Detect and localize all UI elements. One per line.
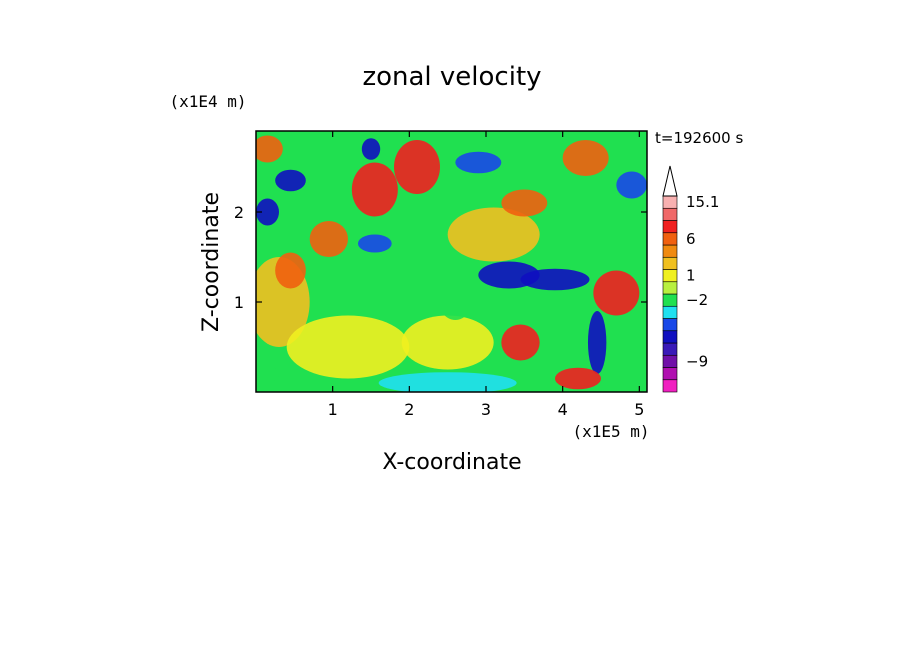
field-region-4 bbox=[275, 169, 306, 192]
field-region-10 bbox=[357, 234, 392, 253]
colorbar-bin bbox=[662, 232, 678, 246]
field-region-3 bbox=[447, 207, 540, 262]
field-region-18 bbox=[555, 367, 601, 390]
y-tick-label: 2 bbox=[234, 203, 244, 222]
x-tick-label: 5 bbox=[634, 400, 644, 419]
colorbar-bin bbox=[662, 379, 678, 393]
field-region-20 bbox=[455, 151, 502, 174]
colorbar-bin bbox=[662, 305, 678, 319]
colorbar-bin bbox=[662, 195, 678, 209]
colorbar-bin bbox=[662, 220, 678, 234]
colorbar-bin bbox=[662, 342, 678, 356]
field-region-16 bbox=[587, 311, 607, 374]
colorbar-bin bbox=[662, 244, 678, 258]
colorbar-bin bbox=[662, 318, 678, 332]
x-axis-label: X-coordinate bbox=[382, 450, 521, 475]
colorbar-label: 1 bbox=[686, 267, 696, 285]
colorbar-bin bbox=[662, 269, 678, 283]
x-tick-label: 1 bbox=[328, 400, 338, 419]
field-region-13 bbox=[436, 266, 475, 320]
colorbar-bin bbox=[662, 256, 678, 270]
field-region-23 bbox=[616, 171, 647, 199]
field-region-15 bbox=[520, 268, 590, 291]
field-region-2 bbox=[401, 315, 494, 370]
colorbar-bin bbox=[662, 354, 678, 368]
field-region-25 bbox=[256, 365, 279, 383]
field-region-6 bbox=[361, 138, 381, 160]
x-tick-label: 2 bbox=[404, 400, 414, 419]
colorbar-label: 6 bbox=[686, 230, 696, 248]
colorbar-bin bbox=[662, 330, 678, 344]
colorbar-bin bbox=[662, 367, 678, 381]
field-region-21 bbox=[562, 140, 609, 176]
field-region-1 bbox=[286, 315, 410, 379]
colorbar-label: −9 bbox=[686, 352, 708, 370]
y-axis: 12 bbox=[234, 203, 647, 312]
x-unit-label: (x1E5 m) bbox=[572, 422, 649, 441]
plot-area bbox=[255, 130, 648, 393]
field-region-9 bbox=[275, 252, 306, 289]
colorbar-label: 15.1 bbox=[686, 193, 719, 211]
colorbar-bin bbox=[662, 293, 678, 307]
field-region-12 bbox=[394, 140, 440, 194]
field-region-7 bbox=[351, 162, 398, 217]
x-tick-label: 4 bbox=[558, 400, 568, 419]
field-region-11 bbox=[256, 135, 283, 163]
x-axis: 1 2 3 4 5 bbox=[328, 131, 644, 419]
colorbar-extend-max bbox=[662, 165, 678, 197]
colorbar-label: −2 bbox=[686, 291, 708, 309]
y-axis-label: Z-coordinate bbox=[199, 192, 224, 332]
time-label: t=192600 s bbox=[655, 129, 743, 147]
plot-frame bbox=[255, 130, 648, 393]
y-unit-label: (x1E4 m) bbox=[169, 92, 246, 111]
colorbar-bin bbox=[662, 281, 678, 295]
chart-title: zonal velocity bbox=[362, 62, 541, 92]
field-region-8 bbox=[309, 221, 349, 257]
field-region-24 bbox=[501, 189, 548, 217]
x-tick-label: 3 bbox=[481, 400, 491, 419]
field-region-17 bbox=[501, 324, 540, 361]
y-tick-label: 1 bbox=[234, 293, 244, 312]
field-region-22 bbox=[378, 372, 517, 392]
field-region-19 bbox=[593, 270, 640, 316]
colorbar: 15.1 6 1 −2 −9 bbox=[662, 165, 719, 393]
field-region-5 bbox=[256, 198, 279, 226]
colorbar-bin bbox=[662, 207, 678, 221]
